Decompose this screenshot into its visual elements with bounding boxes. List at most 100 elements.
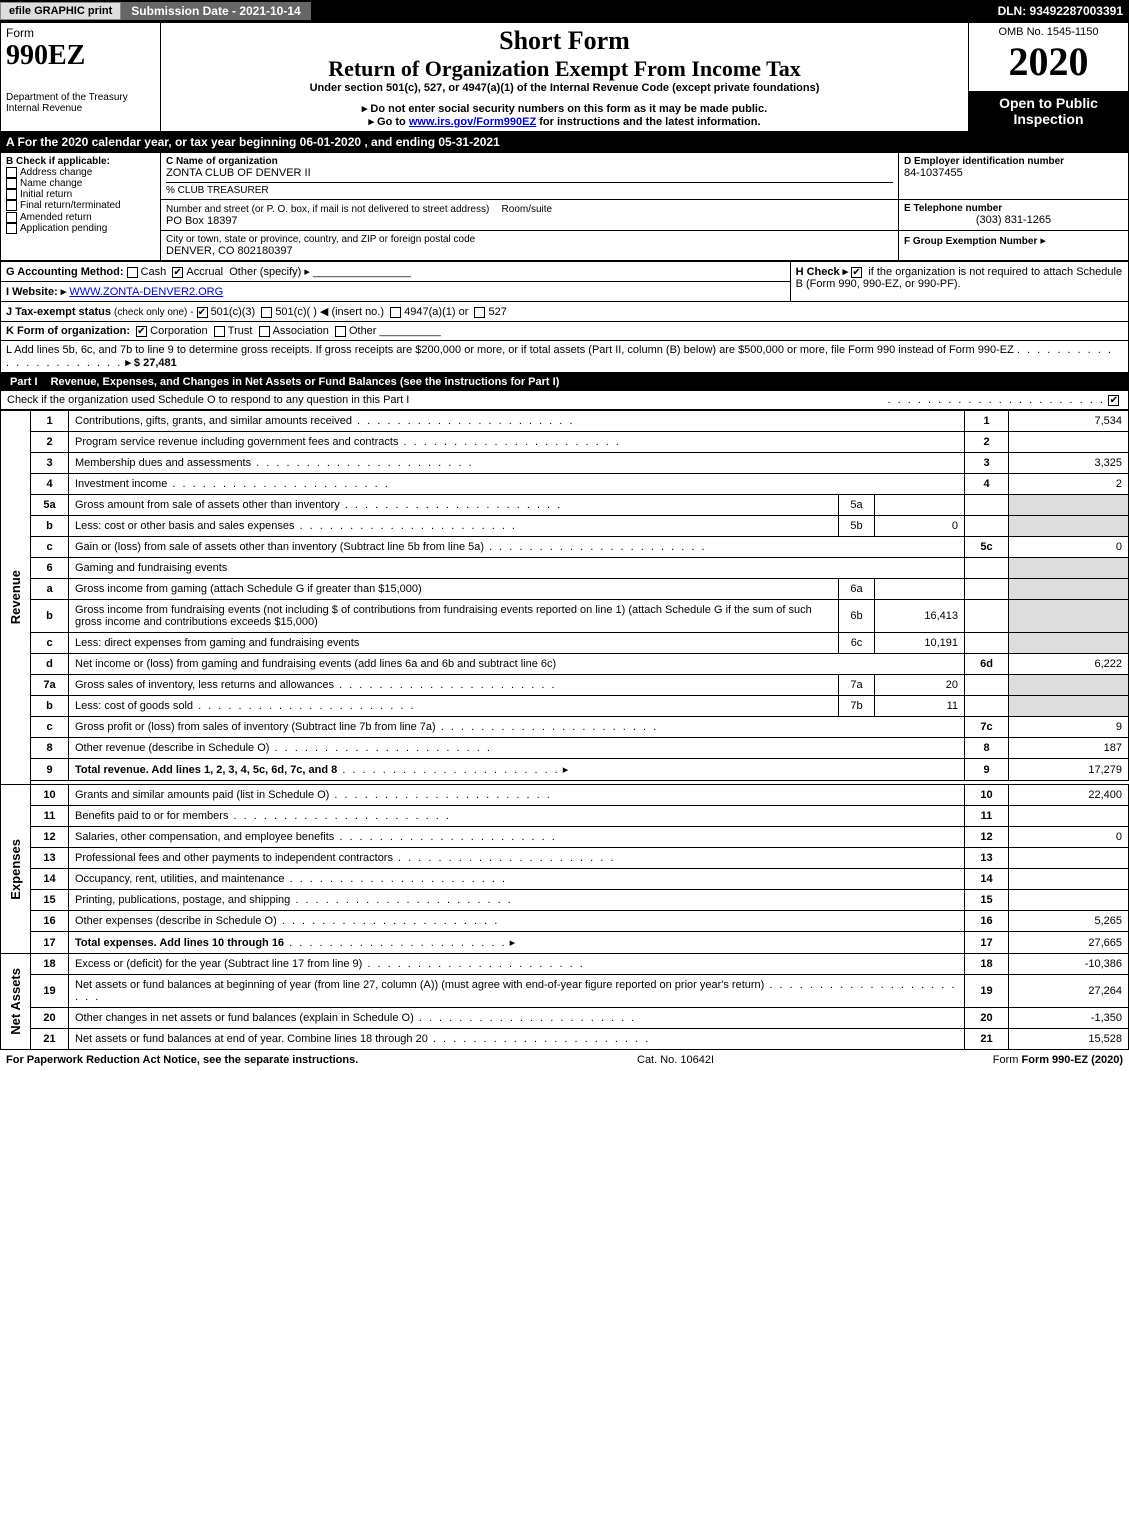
page-footer: For Paperwork Reduction Act Notice, see … [0, 1050, 1129, 1070]
section-netassets: Net Assets [7, 964, 24, 1039]
part1-check: Check if the organization used Schedule … [0, 391, 1129, 410]
arrow-icon: ▸ [1040, 235, 1046, 247]
ghijkl-block: G Accounting Method: Cash Accrual Other … [0, 261, 1129, 373]
g-accrual: Accrual [186, 266, 223, 278]
chk-cash[interactable] [127, 267, 138, 278]
row-desc: Occupancy, rent, utilities, and maintena… [75, 873, 285, 885]
row-desc: Grants and similar amounts paid (list in… [75, 789, 329, 801]
table-row: 19Net assets or fund balances at beginni… [1, 975, 1129, 1008]
row-desc: Total revenue. Add lines 1, 2, 3, 4, 5c,… [75, 764, 337, 776]
j-o3: 4947(a)(1) or [404, 306, 468, 318]
table-row: 6Gaming and fundraising events [1, 558, 1129, 579]
chk-amended[interactable]: Amended return [6, 212, 155, 223]
chk-trust[interactable] [214, 326, 225, 337]
row-desc: Other expenses (describe in Schedule O) [75, 915, 277, 927]
table-row: cLess: direct expenses from gaming and f… [1, 633, 1129, 654]
chk-corp[interactable] [136, 326, 147, 337]
chk-final[interactable]: Final return/terminated [6, 200, 155, 211]
k-o4: Other [349, 325, 377, 337]
row-desc: Investment income [75, 478, 167, 490]
row-desc: Total expenses. Add lines 10 through 16 [75, 937, 284, 949]
block-c-name: C Name of organization ZONTA CLUB OF DEN… [161, 153, 899, 200]
section-expenses: Expenses [7, 835, 24, 904]
omb: OMB No. 1545-1150 [974, 26, 1123, 38]
line-g: G Accounting Method: Cash Accrual Other … [1, 262, 791, 282]
table-row: Expenses 10Grants and similar amounts pa… [1, 785, 1129, 806]
row-desc: Less: direct expenses from gaming and fu… [75, 637, 359, 649]
table-row: 14Occupancy, rent, utilities, and mainte… [1, 869, 1129, 890]
efile-print-button[interactable]: efile GRAPHIC print [0, 2, 121, 20]
table-row: 12Salaries, other compensation, and empl… [1, 827, 1129, 848]
care-of: % CLUB TREASURER [166, 182, 893, 196]
row-desc: Less: cost or other basis and sales expe… [75, 520, 295, 532]
irs-link[interactable]: www.irs.gov/Form990EZ [409, 116, 536, 128]
warn-goto: ▸ Go to www.irs.gov/Form990EZ for instru… [166, 115, 963, 128]
table-row: cGross profit or (loss) from sales of in… [1, 717, 1129, 738]
table-row: 20Other changes in net assets or fund ba… [1, 1008, 1129, 1029]
street: PO Box 18397 [166, 215, 893, 227]
chk-other-org[interactable] [335, 326, 346, 337]
chk-assoc[interactable] [259, 326, 270, 337]
section-revenue: Revenue [7, 566, 24, 628]
block-c-street: Number and street (or P. O. box, if mail… [161, 200, 899, 231]
part1-title: Revenue, Expenses, and Changes in Net As… [51, 376, 560, 388]
table-row: 15Printing, publications, postage, and s… [1, 890, 1129, 911]
table-row: 16Other expenses (describe in Schedule O… [1, 911, 1129, 932]
h-lbl: H Check ▸ [796, 266, 849, 278]
row-desc: Net assets or fund balances at end of ye… [75, 1033, 428, 1045]
block-c-city: City or town, state or province, country… [161, 231, 899, 261]
row-desc: Gross income from gaming (attach Schedul… [75, 583, 422, 595]
row-desc: Gross amount from sale of assets other t… [75, 499, 340, 511]
chk-address[interactable]: Address change [6, 167, 155, 178]
form-number: 990EZ [6, 40, 155, 72]
line-i: I Website: ▸ WWW.ZONTA-DENVER2.ORG [1, 282, 791, 302]
table-row: 3Membership dues and assessments33,325 [1, 453, 1129, 474]
block-b-hdr: B Check if applicable: [6, 156, 155, 167]
j-o2: 501(c)( ) ◀ (insert no.) [275, 306, 384, 318]
chk-4947[interactable] [390, 307, 401, 318]
row-desc: Net assets or fund balances at beginning… [75, 979, 764, 991]
row-desc: Gross income from fundraising events (no… [75, 604, 812, 628]
block-f: F Group Exemption Number ▸ [899, 231, 1129, 261]
street-lbl: Number and street (or P. O. box, if mail… [166, 204, 489, 215]
part1-header: Part I Revenue, Expenses, and Changes in… [0, 373, 1129, 391]
l-txt: L Add lines 5b, 6c, and 7b to line 9 to … [6, 344, 1014, 356]
website-link[interactable]: WWW.ZONTA-DENVER2.ORG [69, 286, 223, 298]
chk-name[interactable]: Name change [6, 178, 155, 189]
row-desc: Professional fees and other payments to … [75, 852, 393, 864]
chk-pending[interactable]: Application pending [6, 223, 155, 234]
phone-lbl: E Telephone number [904, 203, 1123, 214]
row-desc: Other revenue (describe in Schedule O) [75, 742, 269, 754]
table-row: 13Professional fees and other payments t… [1, 848, 1129, 869]
line-j: J Tax-exempt status (check only one) - 5… [1, 302, 1129, 322]
g-lbl: G Accounting Method: [6, 266, 124, 278]
row-desc: Gross profit or (loss) from sales of inv… [75, 721, 436, 733]
table-row: 2Program service revenue including gover… [1, 432, 1129, 453]
chk-501c3[interactable] [197, 307, 208, 318]
tax-period: A For the 2020 calendar year, or tax yea… [0, 132, 1129, 152]
k-o1: Corporation [150, 325, 207, 337]
g-cash: Cash [141, 266, 167, 278]
phone: (303) 831-1265 [904, 214, 1123, 226]
chk-sched-o[interactable] [1108, 395, 1119, 406]
chk-527[interactable] [474, 307, 485, 318]
row-desc: Gain or (loss) from sale of assets other… [75, 541, 484, 553]
chk-initial[interactable]: Initial return [6, 189, 155, 200]
room-lbl: Room/suite [502, 204, 553, 215]
row-desc: Gross sales of inventory, less returns a… [75, 679, 334, 691]
chk-501c[interactable] [261, 307, 272, 318]
table-row: 9Total revenue. Add lines 1, 2, 3, 4, 5c… [1, 759, 1129, 781]
row-desc: Program service revenue including govern… [75, 436, 398, 448]
chk-accrual[interactable] [172, 267, 183, 278]
line-k: K Form of organization: Corporation Trus… [1, 322, 1129, 341]
dln: DLN: 93492287003391 [998, 4, 1129, 18]
open-public: Open to Public Inspection [969, 91, 1129, 132]
table-row: 8Other revenue (describe in Schedule O)8… [1, 738, 1129, 759]
i-lbl: I Website: ▸ [6, 286, 66, 298]
form-header: Form 990EZ Department of the Treasury In… [0, 22, 1129, 132]
table-row: 17Total expenses. Add lines 10 through 1… [1, 932, 1129, 954]
chk-h[interactable] [851, 267, 862, 278]
row-desc: Contributions, gifts, grants, and simila… [75, 415, 352, 427]
title-short: Short Form [166, 26, 963, 56]
footer-catno: Cat. No. 10642I [637, 1054, 714, 1066]
